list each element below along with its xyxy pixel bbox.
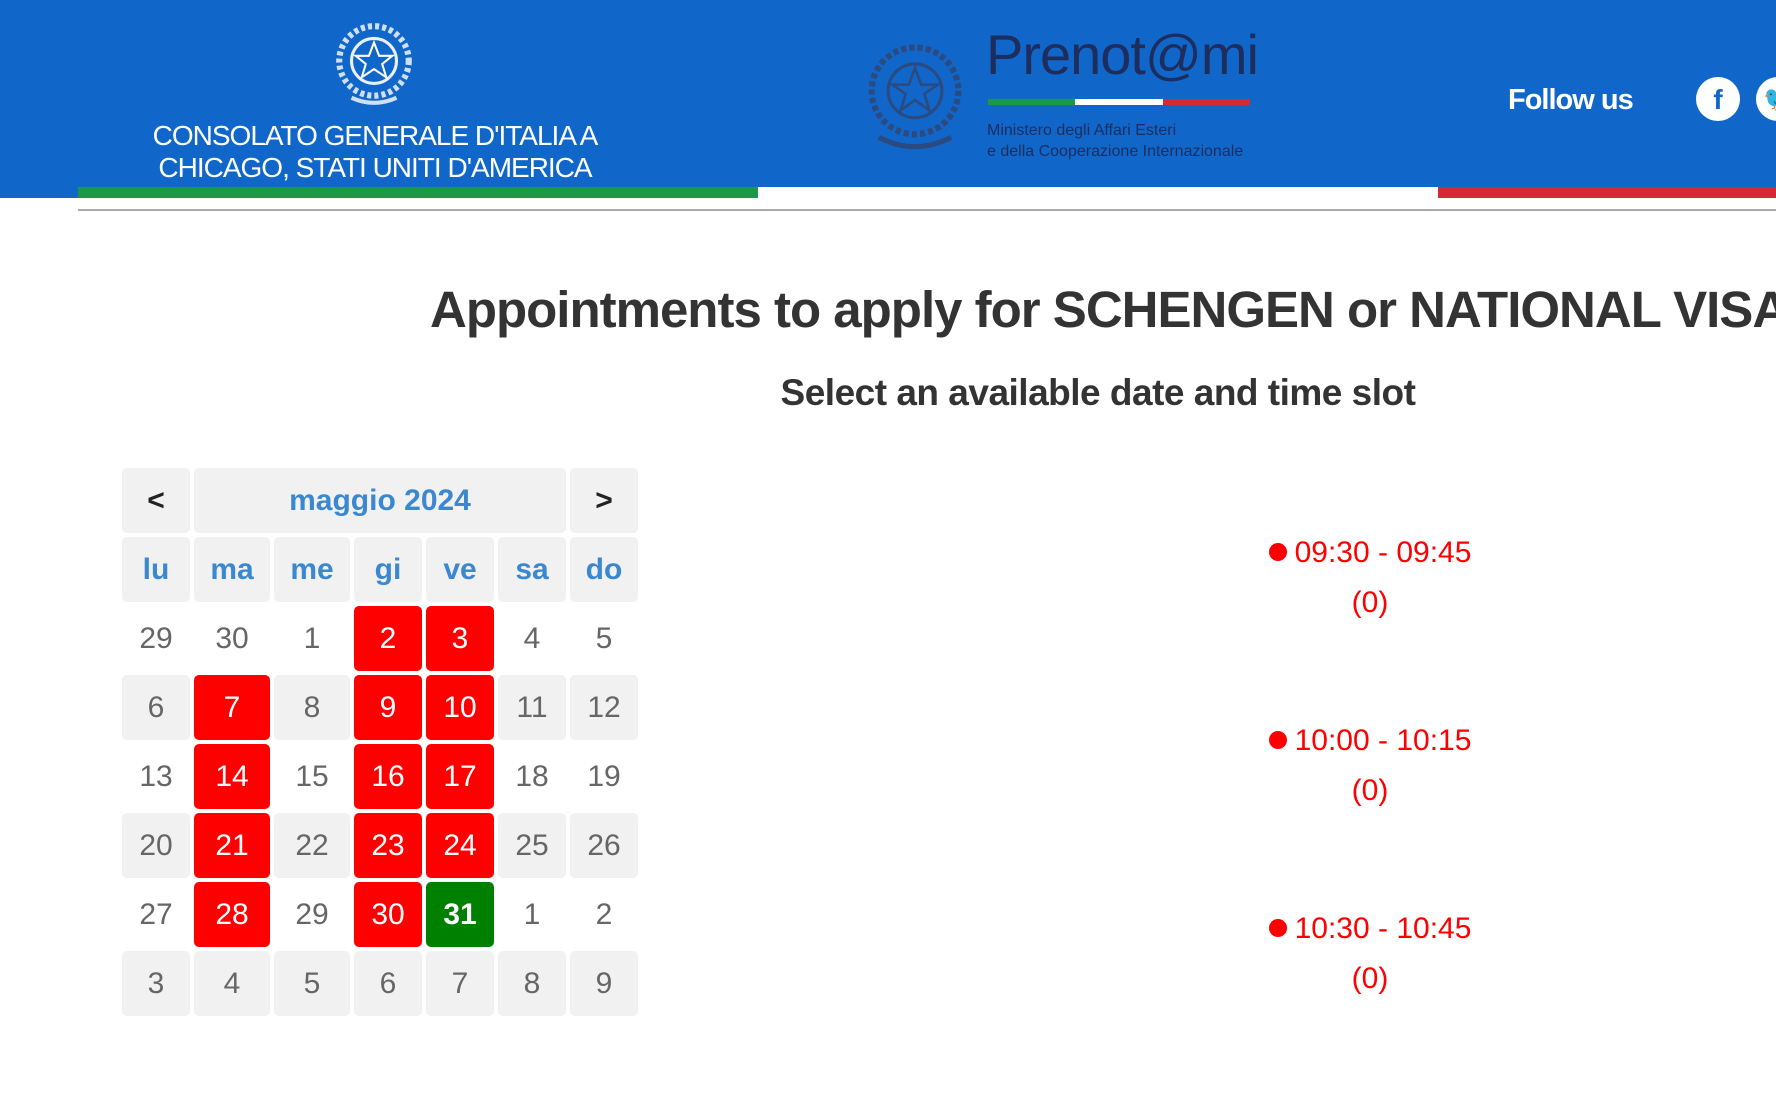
calendar-day-full[interactable]: 2 [354,606,422,671]
calendar-day: 8 [498,951,566,1016]
calendar-day-full[interactable]: 3 [426,606,494,671]
calendar-day-full[interactable]: 30 [354,882,422,947]
calendar-day: 22 [274,813,350,878]
consulate-name: CONSOLATO GENERALE D'ITALIA A CHICAGO, S… [100,120,650,184]
weekday-header: gi [354,537,422,602]
weekday-header: ve [426,537,494,602]
weekday-header: do [570,537,638,602]
flag-stripe-green [78,187,758,198]
calendar-week: 6 7 8 9 10 11 12 [122,675,638,740]
slot-count: (0) [1351,586,1389,619]
calendar-day: 11 [498,675,566,740]
slot-time-label: 10:30 - 10:45 [1294,912,1472,945]
slot-count: (0) [1351,962,1389,995]
status-dot-icon [1268,919,1287,937]
calendar-day: 6 [354,951,422,1016]
weekday-header: lu [122,537,190,602]
follow-us-label: Follow us [1508,84,1634,116]
calendar-day-full[interactable]: 7 [194,675,270,740]
calendar-day: 7 [426,951,494,1016]
calendar-day: 6 [122,675,190,740]
weekday-header: sa [498,537,566,602]
calendar-day-full[interactable]: 9 [354,675,422,740]
calendar-day: 4 [194,951,270,1016]
calendar-day: 26 [570,813,638,878]
calendar-day: 3 [122,951,190,1016]
slot-time[interactable]: 10:00 - 10:15 [1170,720,1570,762]
calendar-day: 9 [570,951,638,1016]
consulate-line-2: CHICAGO, STATI UNITI D'AMERICA [158,152,592,183]
calendar-day-selected[interactable]: 31 [426,882,494,947]
flag-stripe-white [758,187,1438,198]
time-slot[interactable]: 10:30 - 10:45 (0) [1170,908,1570,1096]
calendar-day-full[interactable]: 10 [426,675,494,740]
flag-stripe-red [1438,187,1776,198]
calendar-day: 27 [139,897,173,931]
ministry-line-2: e della Cooperazione Internazionale [987,143,1244,160]
weekday-header: me [274,537,350,602]
calendar-day-full[interactable]: 28 [194,882,270,947]
calendar-day: 5 [274,951,350,1016]
calendar: < maggio 2024 > lu ma me gi ve sa do 29 30 1 2 3 4 5… [118,464,642,1020]
calendar-week: 13 14 15 16 17 18 19 [122,744,638,809]
calendar-week: 27 28 29 30 31 1 2 [122,882,638,947]
slot-time[interactable]: 10:30 - 10:45 [1170,908,1570,950]
time-slots: 09:30 - 09:45 (0) 10:00 - 10:15 (0) 10:30 - … [1170,532,1570,1096]
weekday-header: ma [194,537,270,602]
slot-count: (0) [1351,774,1389,807]
calendar-day-full[interactable]: 17 [426,744,494,809]
calendar-day: 25 [498,813,566,878]
calendar-day: 12 [570,675,638,740]
calendar-day: 1 [523,897,541,931]
calendar-day: 30 [215,621,249,655]
calendar-day-full[interactable]: 16 [354,744,422,809]
time-slot[interactable]: 10:00 - 10:15 (0) [1170,720,1570,908]
calendar-day: 13 [139,759,173,793]
calendar-day: 1 [303,621,321,655]
prev-month-button[interactable]: < [122,468,190,533]
tricolor-logo-bar [988,99,1250,105]
calendar-day-full[interactable]: 14 [194,744,270,809]
calendar-day: 15 [295,759,329,793]
calendar-day-full[interactable]: 23 [354,813,422,878]
calendar-week: 20 21 22 23 24 25 26 [122,813,638,878]
status-dot-icon [1268,543,1287,561]
slot-time-label: 09:30 - 09:45 [1294,536,1472,569]
ministry-line-1: Ministero degli Affari Esteri [987,122,1177,139]
calendar-day: 2 [595,897,613,931]
calendar-day: 4 [523,621,541,655]
status-dot-icon [1268,731,1287,749]
facebook-icon[interactable]: f [1696,77,1740,121]
calendar-day: 20 [122,813,190,878]
slot-time[interactable]: 09:30 - 09:45 [1170,532,1570,574]
republic-emblem-icon [868,44,962,150]
calendar-day: 5 [595,621,613,655]
page-subtitle: Select an available date and time slot [780,372,1416,413]
calendar-day-full[interactable]: 24 [426,813,494,878]
consulate-line-1: CONSOLATO GENERALE D'ITALIA A [152,120,599,151]
calendar-day: 18 [515,759,549,793]
twitter-icon[interactable]: 🐦 [1756,77,1776,121]
calendar-day: 19 [587,759,621,793]
ministry-name: Ministero degli Affari Esteri e della Co… [987,120,1243,162]
header: CONSOLATO GENERALE D'ITALIA A CHICAGO, S… [0,0,1776,198]
calendar-day-full[interactable]: 21 [194,813,270,878]
italian-emblem-icon [336,23,412,105]
slot-time-label: 10:00 - 10:15 [1294,724,1472,757]
calendar-week: 29 30 1 2 3 4 5 [122,606,638,671]
calendar-day: 29 [295,897,329,931]
calendar-day: 8 [274,675,350,740]
page-title: Appointments to apply for SCHENGEN or NA… [430,281,1776,338]
time-slot[interactable]: 09:30 - 09:45 (0) [1170,532,1570,720]
prenotami-logo: Prenot@mi [986,23,1259,86]
month-title[interactable]: maggio 2024 [194,468,566,533]
divider [78,209,1776,211]
calendar-day: 29 [139,621,173,655]
next-month-button[interactable]: > [570,468,638,533]
